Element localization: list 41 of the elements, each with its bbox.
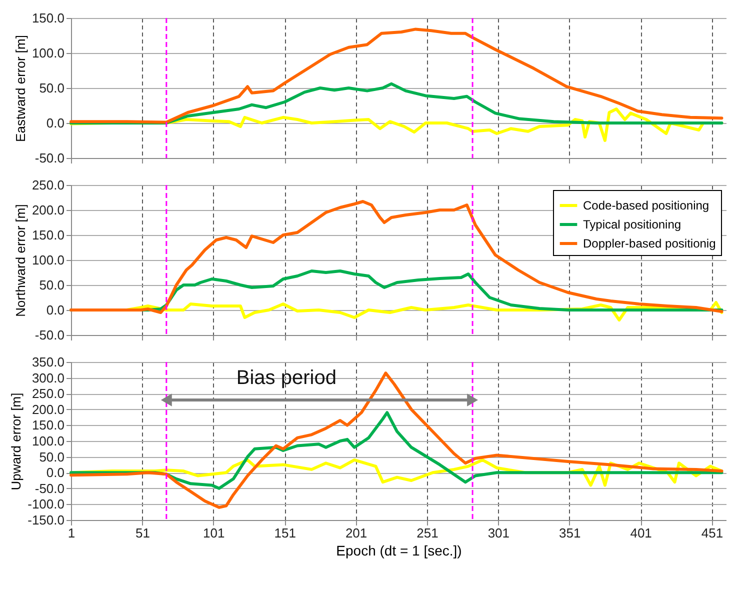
legend-label: Doppler-based positionig: [583, 236, 716, 250]
y-tick-label: 0.0: [46, 302, 64, 318]
y-tick-label: -50.0: [34, 328, 64, 342]
y-tick-label: -50.0: [34, 150, 64, 166]
x-tick-label: 451: [701, 526, 724, 540]
y-tick-label: 50.0: [39, 449, 64, 464]
y-tick-label: -100.0: [28, 496, 64, 512]
y-tick-label: 300.0: [32, 370, 64, 386]
y-tick-label: 100.0: [32, 46, 64, 60]
y-tick-label: 100.0: [32, 252, 64, 268]
x-tick-label: 151: [274, 526, 296, 540]
y-tick-label: 250.0: [32, 386, 64, 402]
y-tick-label: 200.0: [32, 202, 64, 218]
y-tick-label: 50.0: [39, 278, 64, 292]
y-tick-label: -50.0: [34, 480, 64, 496]
y-tick-label: -150.0: [28, 512, 64, 528]
y-tick-label: 350.0: [32, 354, 64, 370]
annotation: Bias period: [236, 367, 336, 389]
x-tick-label: 251: [416, 526, 438, 540]
x-tick-label: 201: [345, 526, 368, 540]
legend-label: Code-based positioning: [583, 198, 710, 212]
y-tick-label: 50.0: [39, 80, 64, 96]
x-tick-label: 301: [488, 526, 510, 540]
y-tick-label: 250.0: [32, 178, 64, 192]
x-tick-label: 1: [68, 526, 76, 540]
y-axis-title: Northward error [m]: [12, 204, 28, 317]
x-tick-label: 351: [559, 526, 581, 540]
legend-label: Typical positioning: [583, 218, 682, 232]
y-tick-label: 150.0: [32, 418, 64, 433]
y-axis-title: Eastward error [m]: [12, 35, 28, 142]
x-tick-label: 401: [630, 526, 652, 540]
x-tick-label: 51: [135, 526, 150, 540]
y-tick-label: 200.0: [32, 402, 64, 417]
y-tick-label: 0.0: [46, 465, 64, 480]
y-tick-label: 150.0: [32, 228, 64, 242]
y-tick-label: 0.0: [46, 116, 64, 130]
y-tick-label: 150.0: [32, 10, 64, 26]
x-axis-title: Epoch (dt = 1 [sec.]): [336, 542, 462, 558]
x-tick-label: 101: [203, 526, 225, 540]
y-tick-label: 100.0: [32, 434, 64, 448]
y-axis-title: Upward error [m]: [8, 392, 24, 490]
